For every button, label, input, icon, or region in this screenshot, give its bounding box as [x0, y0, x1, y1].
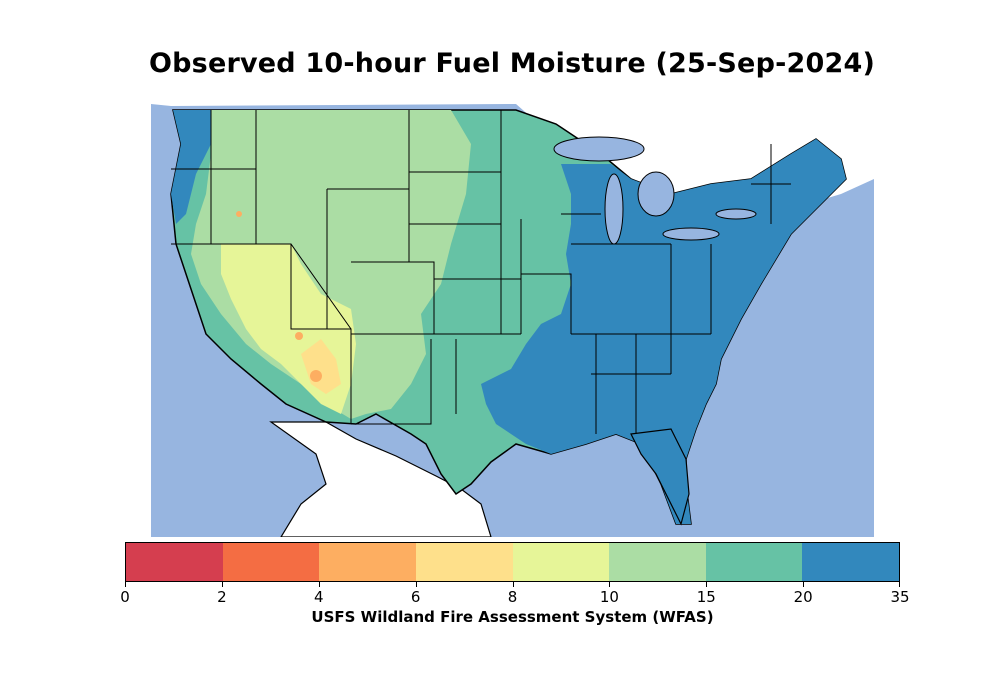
lake-huron: [637, 171, 675, 217]
east-wet-zone: [481, 139, 846, 524]
colorbar-tick-label: 2: [217, 588, 227, 606]
colorbar-tick-label: 4: [313, 588, 324, 606]
hot-spot: [295, 332, 303, 340]
florida: [630, 428, 690, 526]
colorbar-tick: [512, 582, 514, 587]
colorbar-tick-label: 10: [599, 588, 619, 606]
colorbar-tick-label: 35: [890, 588, 910, 606]
colorbar-tick-label: 0: [120, 588, 130, 606]
hot-spot: [236, 211, 242, 217]
colorbar-tick: [609, 582, 611, 587]
colorbar-segment: [415, 543, 513, 581]
hot-spot: [310, 370, 322, 382]
mexico-land: [269, 421, 492, 537]
lake-erie: [662, 227, 720, 241]
colorbar-segment: [126, 543, 223, 581]
colorbar-tick: [221, 582, 223, 587]
map-title: Observed 10-hour Fuel Moisture (25-Sep-2…: [149, 48, 875, 79]
colorbar-segment: [512, 543, 610, 581]
colorbar-tick-label: 8: [507, 588, 518, 606]
state-boundaries: [171, 110, 791, 434]
pnw-wet-zone: [171, 110, 211, 224]
colorbar: [125, 542, 900, 582]
colorbar-tick: [415, 582, 417, 587]
colorbar-segment: [609, 543, 706, 581]
fuel-moisture-map: [151, 84, 874, 537]
colorbar-tick: [318, 582, 320, 587]
colorbar-tick-label: 6: [410, 588, 421, 606]
colorbar-segment: [802, 543, 899, 581]
colorbar-tick-label: 15: [696, 588, 716, 606]
colorbar-segment: [319, 543, 416, 581]
lake-ontario: [715, 208, 757, 220]
colorbar-label: USFS Wildland Fire Assessment System (WF…: [311, 608, 714, 626]
colorbar-tick: [125, 582, 126, 587]
lake-michigan: [604, 173, 624, 245]
colorbar-tick: [899, 582, 900, 587]
colorbar-segment: [705, 543, 803, 581]
colorbar-ticks: 0 2 4 6 8 10 15 20 35: [120, 582, 910, 610]
colorbar-tick: [803, 582, 805, 587]
lake-superior: [553, 136, 645, 162]
az-dry-patch: [301, 339, 341, 394]
colorbar-tick: [706, 582, 708, 587]
colorbar-segment: [222, 543, 320, 581]
colorbar-tick-label: 20: [793, 588, 813, 606]
